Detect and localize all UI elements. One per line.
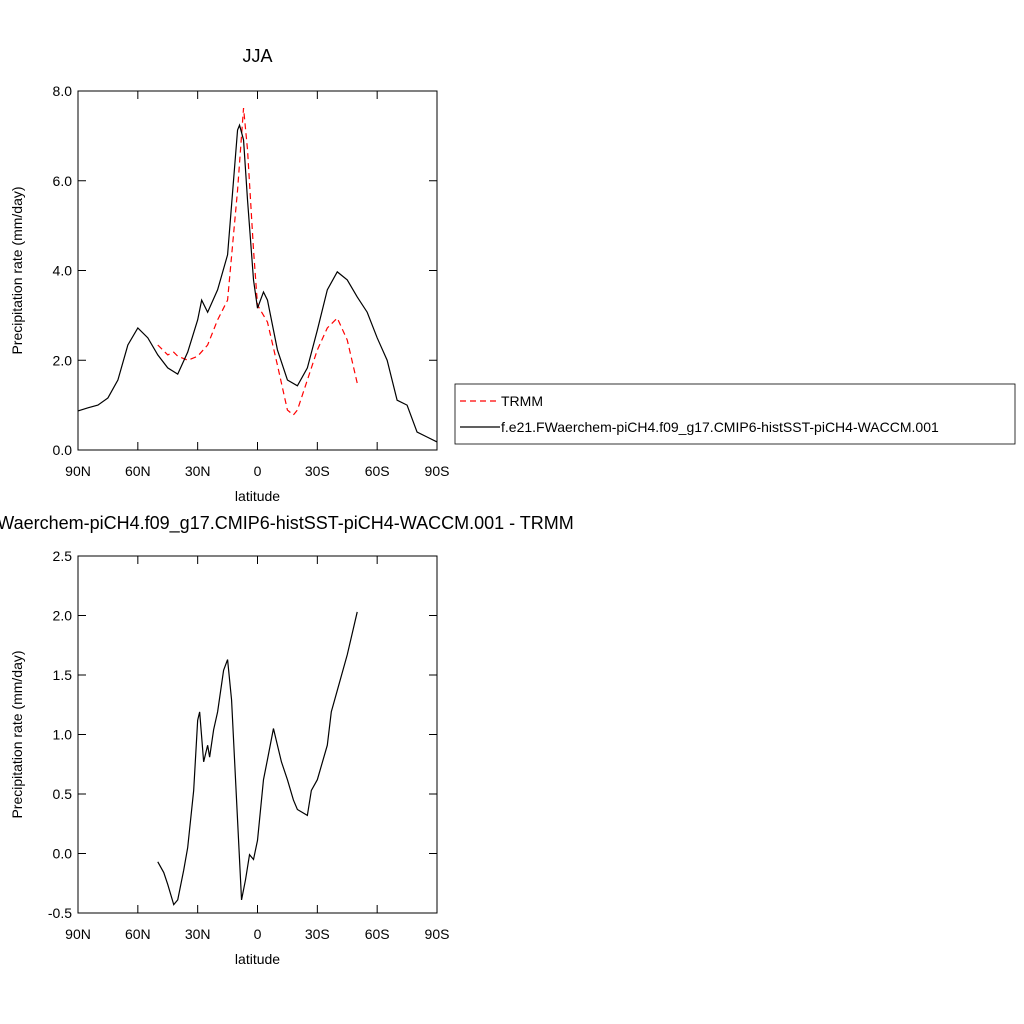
legend-label: f.e21.FWaerchem-piCH4.f09_g17.CMIP6-hist… xyxy=(501,419,939,435)
chart-title: JJA xyxy=(242,46,272,66)
x-tick-label: 60N xyxy=(125,463,151,479)
data-line xyxy=(157,107,358,416)
plot-frame xyxy=(77,555,438,914)
x-tick-label: 90N xyxy=(65,463,91,479)
y-axis-label: Precipitation rate (mm/day) xyxy=(9,186,25,354)
y-tick-label: 0.5 xyxy=(53,786,73,802)
x-tick-label: 90N xyxy=(65,926,91,942)
x-tick-label: 90S xyxy=(425,926,450,942)
y-tick-label: 2.0 xyxy=(53,352,73,368)
chart-title: f.e21.FWaerchem-piCH4.f09_g17.CMIP6-hist… xyxy=(0,513,574,534)
y-tick-label: 0.0 xyxy=(53,442,73,458)
y-tick-label: 8.0 xyxy=(53,83,73,99)
y-tick-label: 1.5 xyxy=(53,667,73,683)
data-line xyxy=(77,123,438,443)
x-tick-label: 30N xyxy=(185,463,211,479)
legend-label: TRMM xyxy=(501,393,543,409)
y-tick-label: 1.0 xyxy=(53,727,73,743)
y-tick-label: 6.0 xyxy=(53,173,73,189)
x-tick-label: 60S xyxy=(365,463,390,479)
legend-box xyxy=(454,383,1016,445)
x-tick-label: 60S xyxy=(365,926,390,942)
x-tick-label: 30S xyxy=(305,926,330,942)
y-tick-label: -0.5 xyxy=(48,905,72,921)
y-tick-label: 2.5 xyxy=(53,548,73,564)
x-tick-label: 60N xyxy=(125,926,151,942)
x-tick-label: 90S xyxy=(425,463,450,479)
x-tick-label: 30S xyxy=(305,463,330,479)
y-axis-label: Precipitation rate (mm/day) xyxy=(9,650,25,818)
x-tick-label: 0 xyxy=(254,926,262,942)
x-axis-label: latitude xyxy=(235,951,280,967)
x-axis-label: latitude xyxy=(235,488,280,504)
data-line xyxy=(157,611,358,906)
x-tick-label: 0 xyxy=(254,463,262,479)
y-tick-label: 2.0 xyxy=(53,608,73,624)
y-tick-label: 4.0 xyxy=(53,263,73,279)
plot-frame xyxy=(77,90,438,451)
y-tick-label: 0.0 xyxy=(53,846,73,862)
x-tick-label: 30N xyxy=(185,926,211,942)
